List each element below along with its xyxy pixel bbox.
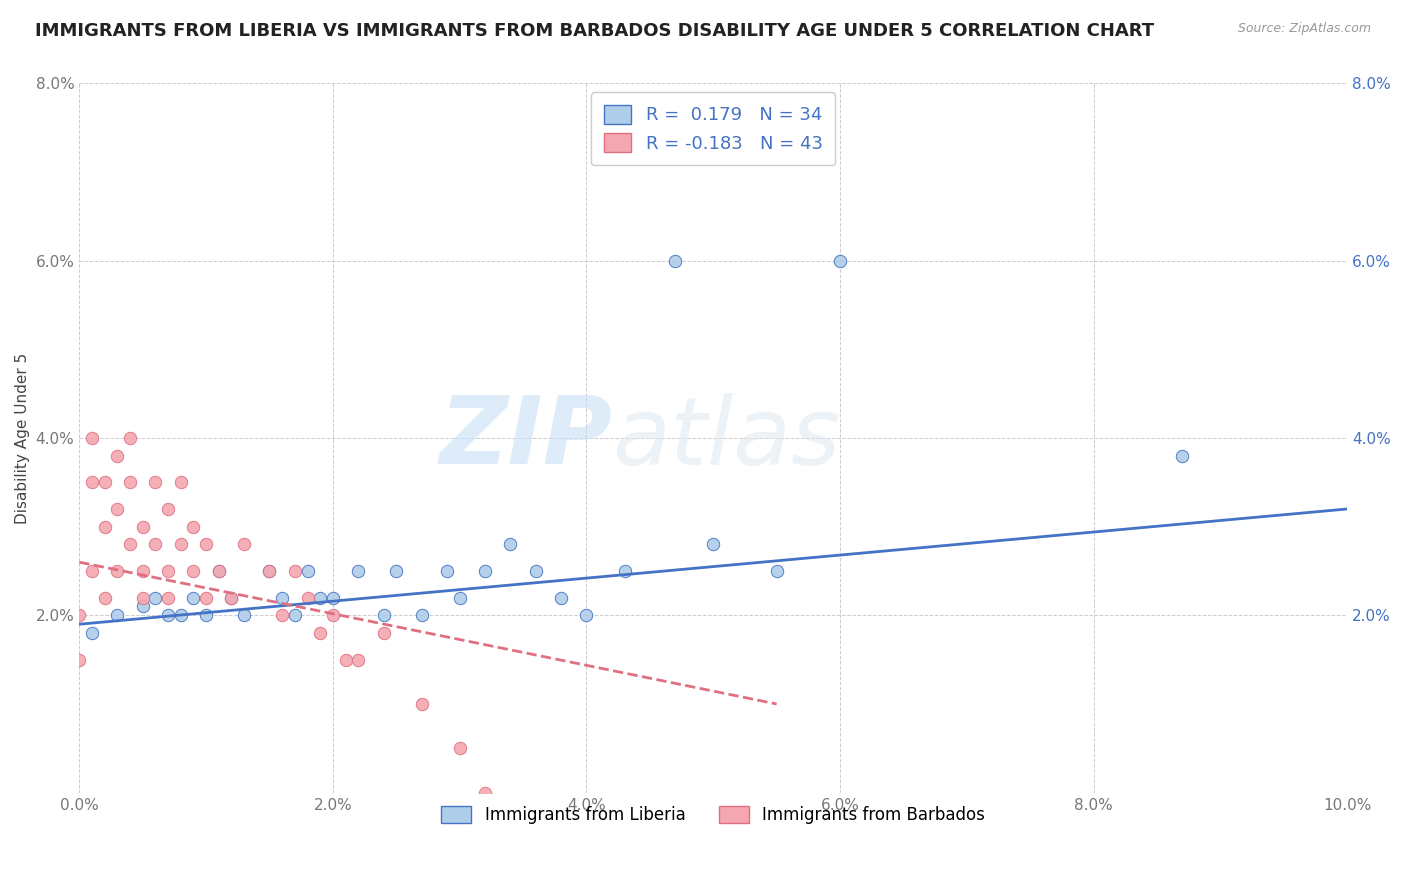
Point	[474, 564, 496, 578]
Text: ZIP: ZIP	[439, 392, 612, 484]
Point	[347, 564, 370, 578]
Point	[93, 591, 115, 605]
Point	[385, 564, 408, 578]
Point	[67, 653, 90, 667]
Point	[170, 537, 193, 551]
Point	[208, 564, 231, 578]
Point	[157, 608, 180, 623]
Point	[105, 502, 128, 516]
Point	[1171, 449, 1194, 463]
Point	[183, 564, 205, 578]
Point	[284, 608, 307, 623]
Point	[474, 786, 496, 800]
Legend: Immigrants from Liberia, Immigrants from Barbados: Immigrants from Liberia, Immigrants from…	[432, 796, 995, 834]
Point	[297, 564, 319, 578]
Text: Source: ZipAtlas.com: Source: ZipAtlas.com	[1237, 22, 1371, 36]
Point	[335, 653, 357, 667]
Point	[702, 537, 724, 551]
Point	[221, 591, 243, 605]
Text: atlas: atlas	[612, 392, 841, 483]
Point	[449, 741, 471, 756]
Point	[271, 591, 294, 605]
Point	[195, 537, 218, 551]
Point	[105, 608, 128, 623]
Point	[765, 564, 787, 578]
Point	[131, 599, 153, 614]
Point	[157, 591, 180, 605]
Point	[550, 591, 572, 605]
Point	[524, 564, 547, 578]
Point	[297, 591, 319, 605]
Point	[233, 537, 256, 551]
Point	[575, 608, 598, 623]
Point	[145, 537, 167, 551]
Point	[259, 564, 281, 578]
Point	[145, 475, 167, 490]
Point	[170, 475, 193, 490]
Point	[67, 608, 90, 623]
Point	[105, 449, 128, 463]
Point	[170, 608, 193, 623]
Point	[80, 564, 103, 578]
Point	[93, 519, 115, 533]
Point	[80, 475, 103, 490]
Point	[157, 564, 180, 578]
Point	[322, 591, 344, 605]
Y-axis label: Disability Age Under 5: Disability Age Under 5	[15, 352, 30, 524]
Point	[664, 253, 686, 268]
Point	[157, 502, 180, 516]
Point	[183, 591, 205, 605]
Point	[309, 591, 332, 605]
Point	[195, 591, 218, 605]
Point	[499, 537, 522, 551]
Point	[613, 564, 636, 578]
Point	[195, 608, 218, 623]
Point	[208, 564, 231, 578]
Point	[449, 591, 471, 605]
Point	[131, 591, 153, 605]
Point	[373, 626, 395, 640]
Point	[118, 431, 141, 445]
Point	[259, 564, 281, 578]
Point	[233, 608, 256, 623]
Point	[322, 608, 344, 623]
Point	[183, 519, 205, 533]
Point	[373, 608, 395, 623]
Point	[411, 697, 433, 711]
Point	[221, 591, 243, 605]
Point	[93, 475, 115, 490]
Point	[131, 519, 153, 533]
Point	[118, 475, 141, 490]
Point	[284, 564, 307, 578]
Point	[105, 564, 128, 578]
Point	[411, 608, 433, 623]
Text: IMMIGRANTS FROM LIBERIA VS IMMIGRANTS FROM BARBADOS DISABILITY AGE UNDER 5 CORRE: IMMIGRANTS FROM LIBERIA VS IMMIGRANTS FR…	[35, 22, 1154, 40]
Point	[347, 653, 370, 667]
Point	[80, 626, 103, 640]
Point	[309, 626, 332, 640]
Point	[145, 591, 167, 605]
Point	[436, 564, 458, 578]
Point	[80, 431, 103, 445]
Point	[271, 608, 294, 623]
Point	[828, 253, 851, 268]
Point	[118, 537, 141, 551]
Point	[131, 564, 153, 578]
